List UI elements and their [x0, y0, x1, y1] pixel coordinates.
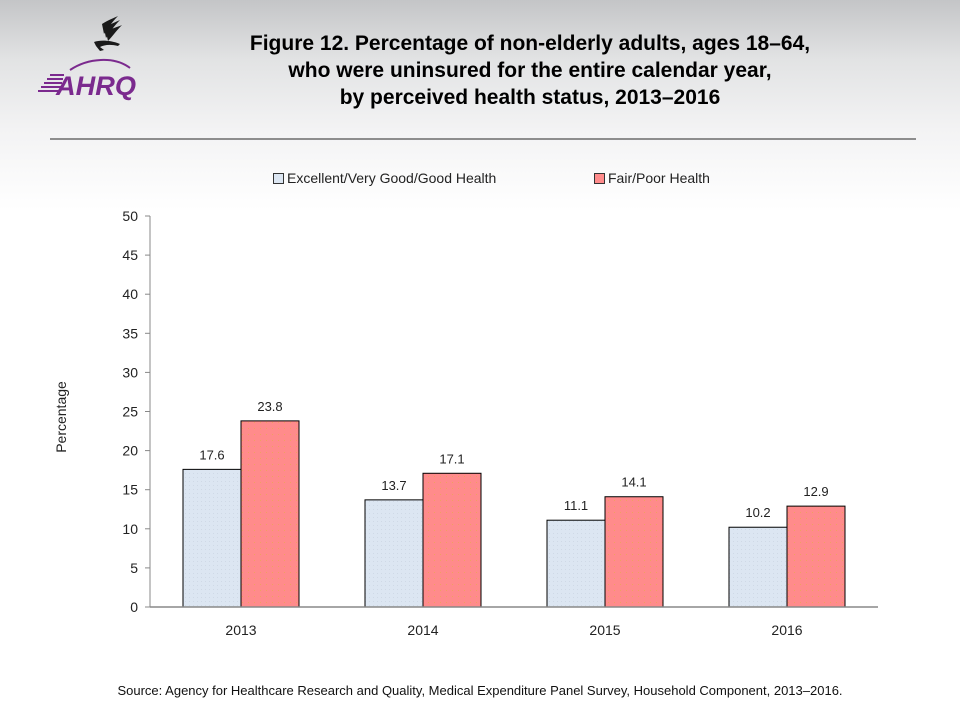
legend-swatch-poor-health	[594, 172, 605, 184]
chart-legend: Excellent/Very Good/Good Health Fair/Poo…	[0, 170, 960, 188]
bar-good-health	[364, 499, 424, 608]
y-tick-label: 15	[122, 482, 138, 498]
bar-poor-health	[422, 472, 482, 608]
y-tick-label: 45	[122, 247, 138, 263]
y-tick-label: 50	[122, 208, 138, 224]
bar-value-label: 17.6	[199, 447, 224, 462]
legend-item-poor-health: Fair/Poor Health	[594, 170, 710, 186]
legend-label: Fair/Poor Health	[608, 170, 710, 186]
y-tick-label: 25	[122, 404, 138, 420]
x-tick-label: 2013	[225, 622, 256, 638]
header-divider	[50, 138, 916, 140]
legend-item-good-health: Excellent/Very Good/Good Health	[273, 170, 496, 186]
chart-title: Figure 12. Percentage of non-elderly adu…	[190, 30, 870, 111]
bar-good-health	[546, 519, 606, 608]
y-tick-label: 0	[130, 599, 138, 615]
bar-value-label: 13.7	[381, 478, 406, 493]
y-axis: 0 5 10 15 20 25 30 35 40 45 50	[122, 208, 151, 615]
legend-swatch-good-health	[273, 172, 284, 184]
bar-value-label: 10.2	[745, 505, 770, 520]
hhs-eagle-icon	[94, 16, 122, 51]
bar-good-health	[728, 526, 788, 608]
bar-value-label: 11.1	[564, 498, 588, 513]
bar-value-label: 14.1	[621, 475, 646, 490]
bar-good-health	[182, 468, 242, 608]
bars: 17.6 23.8 13.7 17.1 11.1 14.1 10.2 12.9	[182, 399, 846, 608]
logo-speed-lines	[38, 74, 64, 92]
title-line: who were uninsured for the entire calend…	[288, 59, 772, 82]
y-tick-label: 40	[122, 286, 138, 302]
bar-poor-health	[786, 505, 846, 608]
y-tick-label: 10	[122, 521, 138, 537]
legend-label: Excellent/Very Good/Good Health	[287, 170, 497, 186]
x-axis: 2013 2014 2015 2016	[150, 606, 878, 638]
y-tick-label: 35	[122, 325, 138, 341]
y-tick-label: 30	[122, 364, 138, 380]
bar-value-label: 23.8	[257, 399, 282, 414]
bar-value-label: 12.9	[803, 484, 828, 499]
x-tick-label: 2014	[407, 622, 438, 638]
title-line: by perceived health status, 2013–2016	[339, 86, 721, 109]
bar-poor-health	[240, 420, 300, 608]
bar-poor-health	[604, 496, 664, 608]
x-tick-label: 2015	[589, 622, 620, 638]
logo-arc	[69, 58, 131, 71]
title-line: Figure 12. Percentage of non-elderly adu…	[249, 32, 811, 55]
y-tick-label: 20	[122, 443, 138, 459]
bar-value-label: 17.1	[439, 451, 464, 466]
source-note: Source: Agency for Healthcare Research a…	[117, 683, 843, 698]
logo-text: AHRQ	[55, 71, 136, 101]
x-tick-label: 2016	[771, 622, 802, 638]
y-tick-label: 5	[130, 560, 138, 576]
y-axis-label: Percentage	[53, 381, 69, 453]
ahrq-logo: AHRQ	[38, 16, 136, 101]
